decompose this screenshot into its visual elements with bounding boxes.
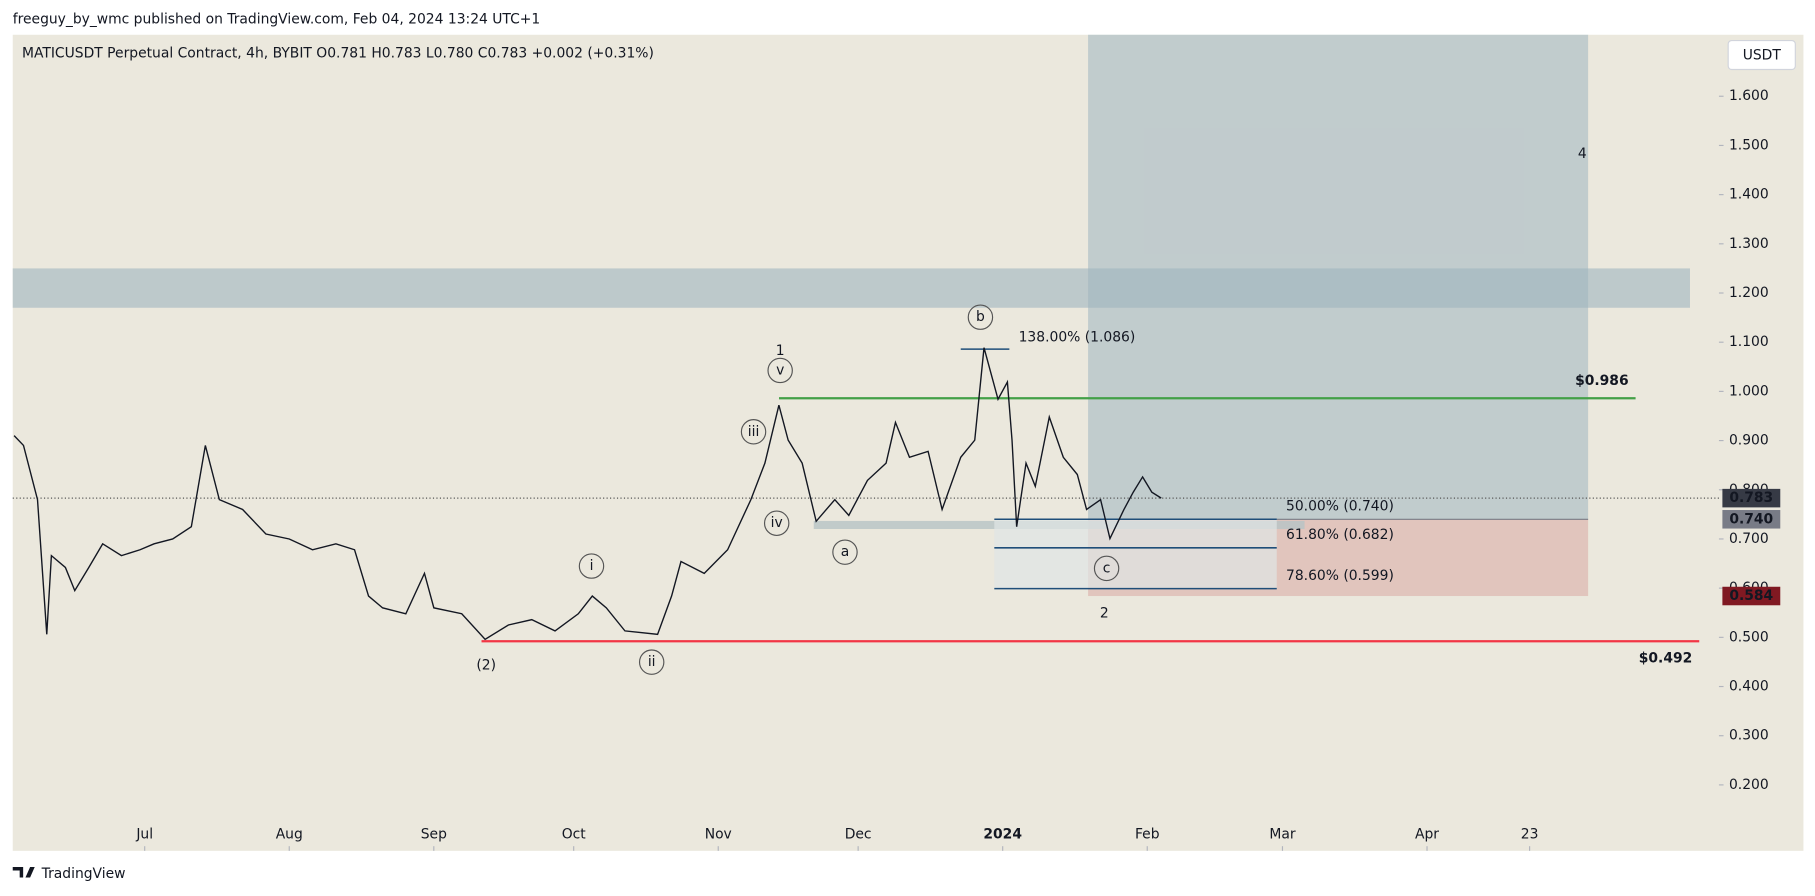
- x-tick-label: Apr: [1415, 827, 1439, 843]
- wave-label: iii: [748, 424, 760, 440]
- x-tick-label: Mar: [1269, 827, 1295, 843]
- fib-label: 78.60% (0.599): [1286, 568, 1394, 584]
- wave-circle: [967, 304, 994, 330]
- wave-circle: [763, 510, 790, 536]
- y-tick-label: 0.900: [1729, 433, 1769, 449]
- price-tag-label: 0.783: [1729, 490, 1773, 506]
- target-area: [1088, 34, 1589, 520]
- level-label: $0.986: [1575, 373, 1629, 389]
- y-tick-label: 1.100: [1729, 334, 1769, 350]
- fib-label: 50.00% (0.740): [1286, 499, 1394, 515]
- y-tick-label: 1.000: [1729, 383, 1769, 399]
- y-tick-label: 0.200: [1729, 777, 1769, 793]
- x-tick-label: Aug: [276, 827, 303, 843]
- x-tick-label: Dec: [845, 827, 872, 843]
- x-tick-label: 23: [1521, 827, 1539, 843]
- fib-label: 61.80% (0.682): [1286, 527, 1394, 543]
- x-tick-label: Jul: [135, 827, 153, 843]
- x-tick-label: Feb: [1135, 827, 1160, 843]
- y-tick-label: 1.600: [1729, 88, 1769, 104]
- fib-fill: [994, 519, 1277, 589]
- wave-label: v: [776, 362, 784, 378]
- wave-circle: [832, 539, 858, 565]
- price-tag-label: 0.584: [1729, 588, 1773, 604]
- y-tick-label: 1.300: [1729, 236, 1769, 252]
- level-label: $0.492: [1639, 651, 1693, 667]
- header: freeguy_by_wmc published on TradingView.…: [13, 12, 541, 28]
- y-tick-label: 0.300: [1729, 728, 1769, 744]
- wave-circle: [578, 553, 605, 579]
- wave-number: 2: [1100, 606, 1109, 622]
- price-tag: [1722, 488, 1781, 508]
- wave-label: i: [590, 558, 594, 574]
- wave-label: a: [841, 544, 850, 560]
- wave-circle: [767, 357, 793, 384]
- legend: MATICUSDT Perpetual Contract, 4h, BYBIT …: [22, 45, 654, 61]
- wave-circle: [740, 419, 767, 445]
- currency: USDT: [1743, 48, 1782, 64]
- footer: TradingView: [41, 866, 126, 882]
- price-tag-label: 0.740: [1729, 511, 1773, 527]
- x-tick-label: Sep: [421, 827, 447, 843]
- price-line: [13, 347, 1162, 641]
- wave-circle: [1093, 555, 1120, 582]
- currency-button[interactable]: [1727, 39, 1796, 71]
- x-tick-label: Oct: [562, 827, 587, 843]
- wave-label: c: [1103, 560, 1111, 576]
- wave-number: 4: [1578, 146, 1587, 162]
- y-tick-label: 1.200: [1729, 285, 1769, 301]
- y-tick-label: 1.500: [1729, 137, 1769, 153]
- wave-label: iv: [771, 515, 783, 531]
- tv-logo: [12, 867, 35, 878]
- wave-major: (2): [476, 658, 496, 674]
- price-tag: [1722, 586, 1781, 606]
- x-tick-label: Nov: [705, 827, 732, 843]
- y-tick-label: 0.500: [1729, 629, 1769, 645]
- y-tick-label: 0.700: [1729, 531, 1769, 547]
- y-tick-label: 0.400: [1729, 679, 1769, 695]
- y-tick-label: 1.400: [1729, 187, 1769, 203]
- wave-label: ii: [648, 654, 656, 670]
- wave-number: 1: [776, 343, 785, 359]
- wave-label: b: [976, 309, 985, 325]
- fib-label: 138.00% (1.086): [1019, 330, 1136, 346]
- x-tick-label: 2024: [983, 827, 1022, 843]
- wave-circle: [638, 649, 665, 675]
- price-tag: [1722, 510, 1781, 529]
